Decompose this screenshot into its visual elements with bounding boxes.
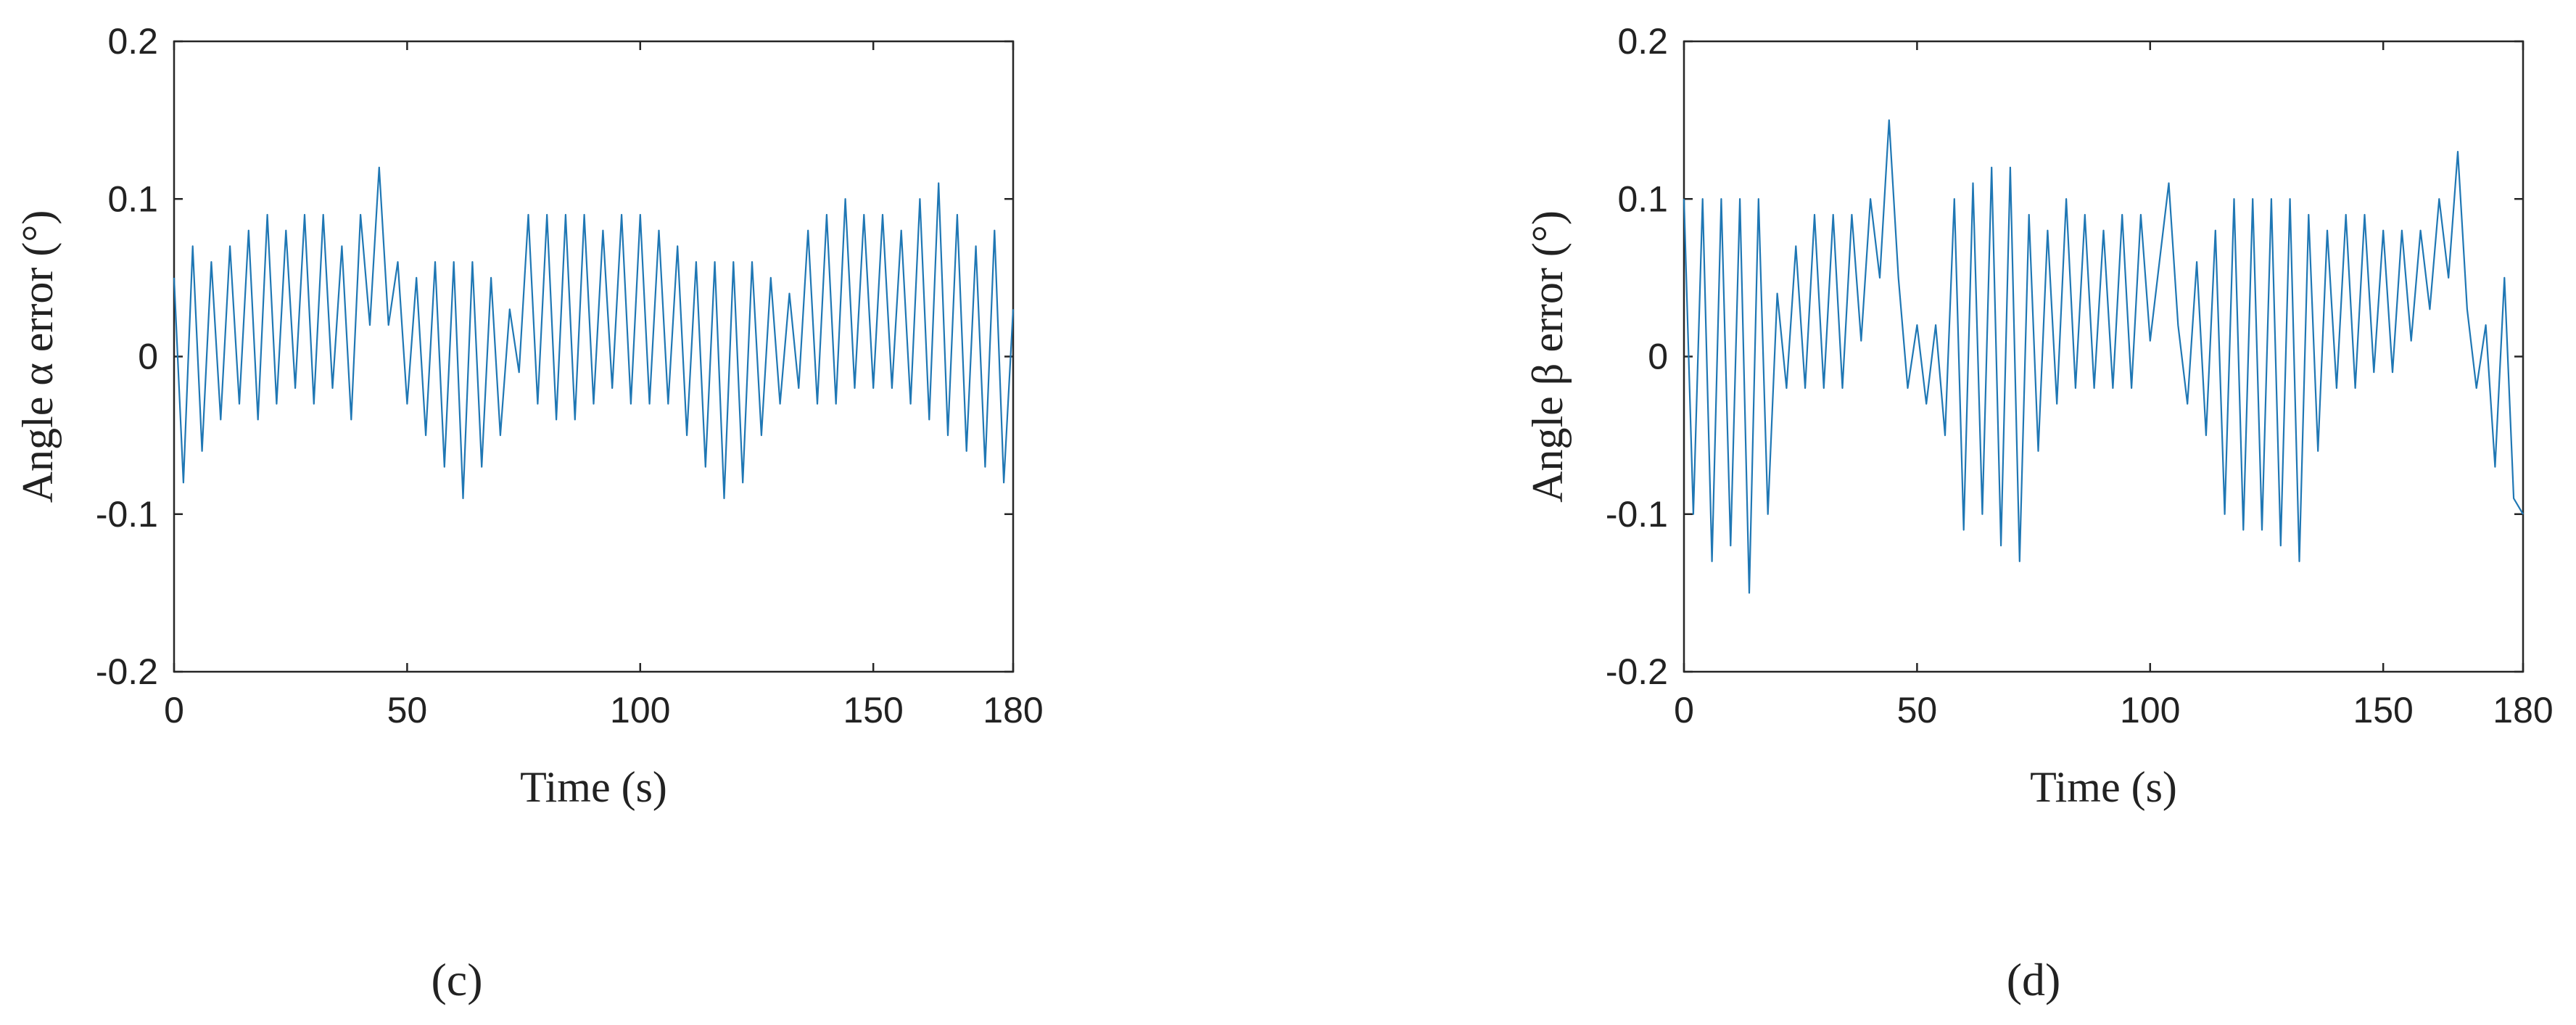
x-tick-label: 0	[1674, 690, 1694, 730]
y-tick-label: 0	[1648, 337, 1668, 377]
y-tick-label: -0.1	[1606, 494, 1668, 535]
y-tick-label: 0.2	[107, 21, 158, 62]
y-tick-label: 0.1	[1617, 178, 1668, 219]
y-axis-label: Angle α error (°)	[14, 210, 62, 503]
y-tick-label: 0.2	[1617, 21, 1668, 62]
y-tick-label: -0.2	[96, 651, 158, 692]
x-tick-label: 180	[2493, 690, 2553, 730]
x-tick-label: 100	[610, 690, 670, 730]
x-tick-label: 50	[1897, 690, 1938, 730]
caption: (c)	[431, 954, 482, 1005]
x-axis-label: Time (s)	[520, 763, 667, 811]
y-axis-label: Angle β error (°)	[1524, 210, 1572, 503]
y-tick-label: 0	[138, 337, 158, 377]
y-tick-label: -0.1	[96, 494, 158, 535]
y-tick-label: -0.2	[1606, 651, 1668, 692]
axes-box	[173, 40, 1015, 673]
data-line	[173, 166, 1015, 500]
x-tick-label: 150	[843, 690, 903, 730]
x-tick-label: 180	[983, 690, 1043, 730]
x-tick-label: 0	[164, 690, 184, 730]
x-tick-label: 150	[2353, 690, 2413, 730]
x-tick-label: 100	[2120, 690, 2180, 730]
x-axis-label: Time (s)	[2030, 763, 2177, 811]
x-tick-label: 50	[387, 690, 428, 730]
caption: (d)	[2007, 954, 2061, 1005]
axes-box	[1683, 40, 2525, 673]
data-line	[1683, 119, 2524, 594]
y-tick-label: 0.1	[107, 178, 158, 219]
